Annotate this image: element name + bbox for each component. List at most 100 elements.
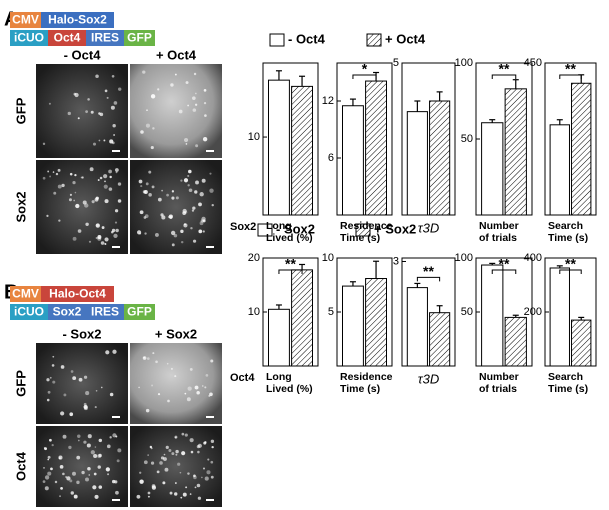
speckle: [76, 455, 81, 460]
speckle: [103, 184, 108, 189]
speckle: [115, 168, 119, 172]
speckle: [57, 168, 61, 172]
micrograph: [130, 160, 222, 254]
speckle: [97, 465, 101, 469]
y-tick-label: 5: [393, 57, 399, 69]
speckle: [114, 221, 118, 224]
bar: [429, 312, 451, 367]
speckle: [149, 445, 153, 449]
condition-label: + Sox2: [155, 326, 197, 341]
speckle: [154, 232, 159, 237]
speckle: [183, 178, 189, 183]
speckle: [87, 467, 91, 471]
bar: [291, 269, 314, 367]
speckle: [210, 460, 214, 464]
speckle: [98, 438, 103, 443]
speckle: [109, 139, 114, 144]
significance-bracket: [416, 276, 441, 282]
speckle: [187, 386, 192, 391]
construct-segment: [48, 304, 86, 320]
speckle: [104, 89, 108, 93]
speckle: [117, 448, 122, 453]
speckle: [190, 450, 194, 454]
x-axis-label: Lived (%): [266, 232, 313, 244]
bar: [571, 82, 592, 216]
row-label: Sox2: [230, 221, 256, 233]
speckle: [139, 210, 144, 215]
speckle: [168, 448, 172, 452]
speckle: [201, 178, 206, 183]
y-tick-label: 100: [455, 252, 473, 264]
plot-frame: [401, 62, 456, 216]
speckle: [59, 465, 64, 469]
x-axis-label: Time (s): [548, 383, 588, 395]
speckle: [164, 467, 169, 472]
speckle: [95, 223, 100, 228]
construct-segment: [41, 12, 114, 28]
speckle: [156, 470, 160, 474]
bar: [549, 267, 570, 367]
speckle: [187, 174, 190, 178]
speckle: [44, 447, 47, 451]
speckle: [66, 476, 71, 481]
construct-segment: [124, 30, 155, 46]
construct-segment: [86, 304, 124, 320]
speckle: [188, 188, 193, 193]
construct-label: Halo-Sox2: [48, 13, 107, 27]
speckle: [151, 484, 156, 488]
legend-swatch: [355, 223, 371, 237]
speckle: [167, 399, 170, 403]
y-tick-label: 6: [328, 152, 334, 164]
construct-segment: [10, 304, 48, 320]
speckle: [69, 479, 73, 483]
speckle: [72, 376, 77, 381]
speckle: [201, 216, 206, 222]
bar: [342, 105, 364, 216]
speckle: [60, 411, 65, 416]
construct-label: Oct4: [54, 31, 81, 45]
speckle: [184, 210, 188, 214]
speckle: [94, 446, 97, 448]
x-axis-label: Time (s): [340, 383, 380, 395]
speckle: [174, 73, 177, 76]
speckle: [95, 236, 98, 240]
speckle: [115, 435, 118, 438]
speckle: [165, 445, 169, 450]
plot-frame: [544, 62, 597, 216]
speckle: [104, 242, 107, 246]
speckle: [42, 142, 46, 146]
speckle: [201, 385, 204, 387]
speckle: [210, 439, 215, 443]
speckle: [177, 462, 181, 466]
significance-bracket: [278, 269, 303, 274]
speckle: [140, 185, 143, 188]
speckle: [115, 490, 119, 495]
speckle: [161, 215, 166, 220]
speckle: [181, 432, 185, 436]
bar: [268, 79, 290, 216]
speckle: [74, 191, 77, 194]
speckle: [73, 92, 77, 96]
speckle: [98, 485, 103, 489]
speckle: [171, 452, 175, 456]
speckle: [196, 391, 200, 395]
condition-label: - Oct4: [64, 47, 102, 62]
y-tick-label: 12: [322, 95, 334, 107]
significance-label: **: [499, 61, 510, 77]
speckle: [46, 398, 50, 402]
speckle: [47, 390, 51, 394]
speckle: [44, 486, 49, 491]
bar: [268, 308, 290, 367]
speckle: [196, 483, 201, 488]
speckle: [77, 434, 81, 438]
speckle: [42, 176, 46, 180]
speckle: [144, 232, 147, 235]
speckle: [72, 181, 76, 185]
speckle: [63, 393, 67, 397]
construct-label: CMV: [12, 287, 39, 301]
speckle: [138, 386, 140, 389]
x-axis-label: of trials: [479, 232, 517, 244]
speckle: [70, 491, 74, 495]
speckle: [152, 352, 155, 355]
speckle: [203, 441, 207, 445]
